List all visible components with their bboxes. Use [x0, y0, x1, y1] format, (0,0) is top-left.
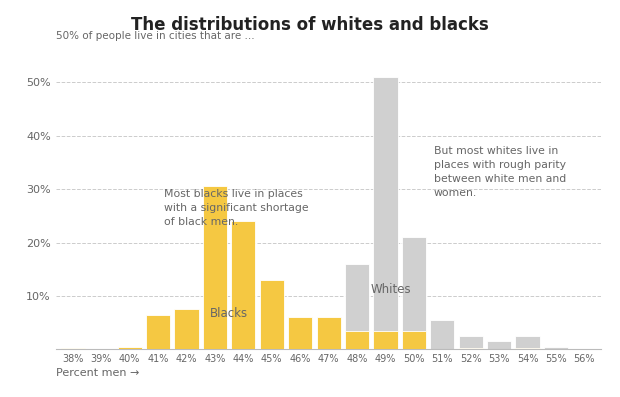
- Bar: [373, 77, 397, 349]
- Bar: [402, 237, 426, 349]
- Bar: [317, 317, 340, 349]
- Bar: [402, 331, 426, 349]
- Bar: [260, 280, 284, 349]
- Bar: [118, 347, 142, 349]
- Bar: [174, 309, 198, 349]
- Bar: [430, 320, 454, 349]
- Bar: [515, 336, 539, 349]
- X-axis label: Percent men →: Percent men →: [56, 368, 139, 378]
- Bar: [345, 331, 369, 349]
- Bar: [288, 317, 312, 349]
- Bar: [515, 348, 539, 349]
- Text: Most blacks live in places
with a significant shortage
of black men.: Most blacks live in places with a signif…: [164, 189, 308, 227]
- Bar: [146, 315, 170, 349]
- Bar: [459, 348, 483, 349]
- Text: The distributions of whites and blacks: The distributions of whites and blacks: [131, 16, 489, 34]
- Bar: [459, 336, 483, 349]
- Bar: [61, 348, 85, 349]
- Bar: [373, 331, 397, 349]
- Bar: [203, 187, 227, 349]
- Bar: [544, 347, 568, 349]
- Text: Blacks: Blacks: [210, 307, 248, 320]
- Text: 50% of people live in cities that are ...: 50% of people live in cities that are ..…: [56, 31, 254, 40]
- Text: But most whites live in
places with rough parity
between white men and
women.: But most whites live in places with roug…: [434, 146, 566, 198]
- Bar: [231, 221, 255, 349]
- Bar: [345, 264, 369, 349]
- Text: Whites: Whites: [371, 283, 412, 296]
- Bar: [487, 341, 511, 349]
